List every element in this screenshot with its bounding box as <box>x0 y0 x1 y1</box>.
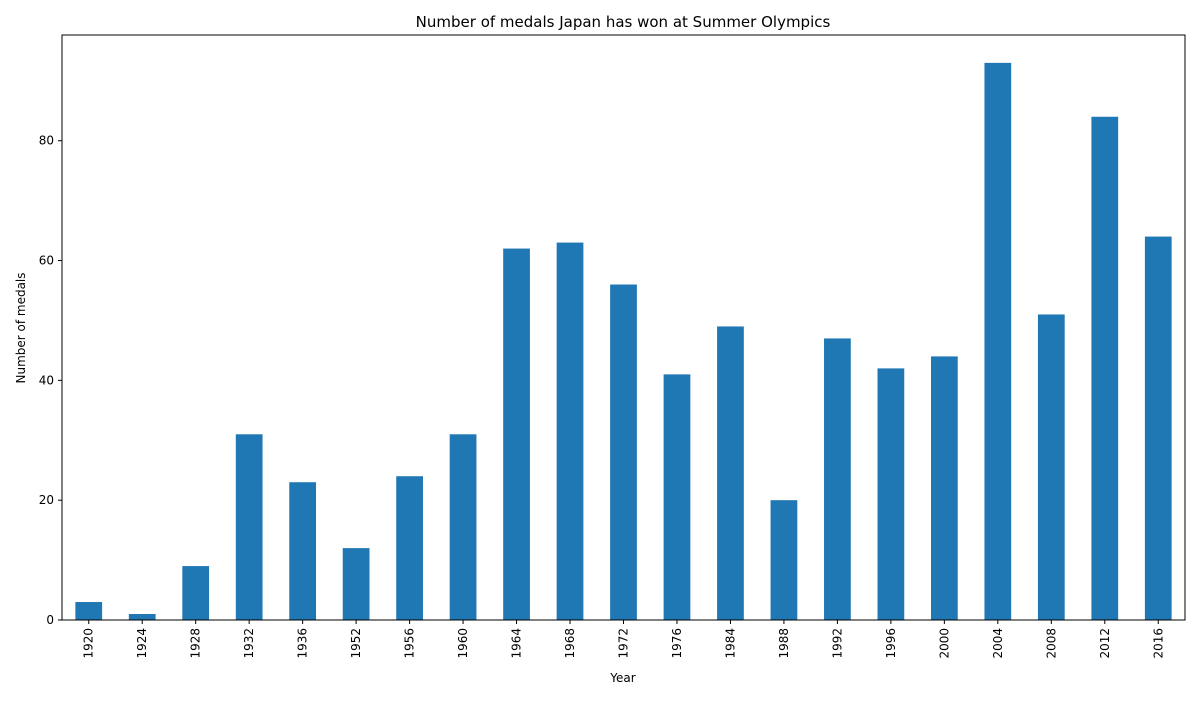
x-tick-label: 1976 <box>670 628 684 659</box>
bar-1992 <box>824 338 851 620</box>
x-tick-label: 2000 <box>937 628 951 659</box>
bar-1968 <box>556 242 584 620</box>
x-tick-label: 1972 <box>617 628 631 659</box>
bar-1952 <box>342 548 370 620</box>
x-tick-label: 1960 <box>456 628 470 659</box>
bars-layer <box>75 62 1172 621</box>
y-axis-label: Number of medals <box>14 272 28 383</box>
bar-2012 <box>1091 116 1119 621</box>
bar-1960 <box>449 434 477 620</box>
x-tick-label: 1920 <box>82 628 96 659</box>
bar-1928 <box>182 566 210 620</box>
bar-1964 <box>503 248 530 620</box>
x-tick-label: 2008 <box>1044 628 1058 659</box>
x-tick-label: 1988 <box>777 628 791 659</box>
bar-1920 <box>75 602 103 620</box>
x-tick-label: 1968 <box>563 628 577 659</box>
bar-1984 <box>717 326 744 620</box>
bar-1972 <box>610 284 637 620</box>
x-tick-label: 1924 <box>135 628 149 659</box>
x-tick-label: 1936 <box>296 628 310 659</box>
x-tick-label: 1992 <box>830 628 844 659</box>
y-axis-ticks: 0 20 40 60 80 <box>39 134 62 627</box>
x-tick-label: 1984 <box>723 628 737 659</box>
bar-1956 <box>396 476 423 620</box>
y-tick-label: 60 <box>39 254 54 268</box>
x-tick-label: 1956 <box>403 628 417 659</box>
bar-1988 <box>770 500 798 620</box>
bar-2000 <box>930 356 958 620</box>
y-tick-label: 20 <box>39 493 54 507</box>
bar-1976 <box>663 374 691 620</box>
x-axis-label: Year <box>609 671 635 685</box>
plot-frame <box>61 34 1186 621</box>
y-tick-label: 40 <box>39 373 54 387</box>
bar-1996 <box>877 368 905 620</box>
chart-title: Number of medals Japan has won at Summer… <box>416 13 831 31</box>
bar-2004 <box>984 62 1012 621</box>
bar-1924 <box>128 614 156 620</box>
x-tick-label: 1964 <box>510 628 524 659</box>
x-tick-label: 1928 <box>189 628 203 659</box>
bar-1936 <box>289 482 317 620</box>
x-tick-label: 2016 <box>1151 628 1165 659</box>
bar-2016 <box>1144 236 1172 620</box>
x-tick-label: 1932 <box>242 628 256 659</box>
bar-1932 <box>235 434 263 620</box>
y-tick-label: 0 <box>46 613 54 627</box>
x-axis-ticks: 1920 1924 1928 1932 1936 1952 1956 1960 1964 1968… <box>82 620 1165 659</box>
x-tick-label: 1952 <box>349 628 363 659</box>
x-tick-label: 1996 <box>884 628 898 659</box>
bar-2008 <box>1037 314 1065 620</box>
x-tick-label: 2012 <box>1098 628 1112 659</box>
x-tick-label: 2004 <box>991 628 1005 659</box>
y-tick-label: 80 <box>39 134 54 148</box>
